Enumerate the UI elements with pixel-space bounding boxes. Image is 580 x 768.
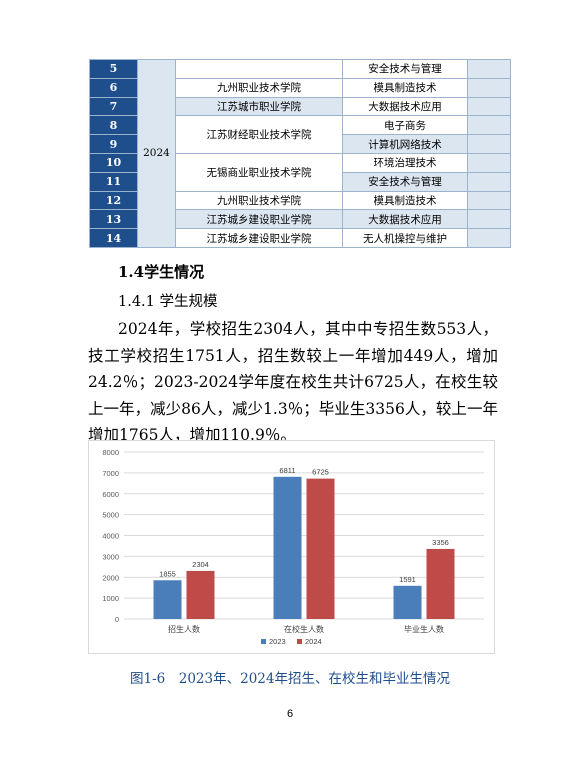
tail-cell (467, 228, 511, 248)
legend-label: 2024 (305, 637, 322, 646)
school-cell (175, 59, 343, 79)
major-cell: 安全技术与管理 (342, 171, 468, 192)
x-tick-label: 招生人数 (168, 624, 200, 634)
x-tick-label: 毕业生人数 (404, 624, 444, 634)
y-tick-label: 7000 (102, 469, 119, 478)
row-number: 13 (89, 209, 138, 230)
data-label: 2304 (192, 560, 209, 569)
school-cell: 九州职业技术学院 (175, 190, 343, 211)
y-tick-label: 1000 (102, 594, 119, 603)
data-label: 6811 (279, 466, 295, 475)
legend-swatch (297, 639, 302, 644)
tail-cell (467, 59, 511, 79)
table-row: 11 安全技术与管理 (89, 171, 511, 192)
major-cell: 安全技术与管理 (342, 59, 468, 79)
y-tick-label: 6000 (102, 490, 119, 499)
bar-2023 (273, 476, 302, 619)
major-cell: 无人机操控与维护 (342, 228, 468, 248)
table-row: 10 无锡商业职业技术学院 环境治理技术 (89, 152, 511, 192)
tail-cell (467, 190, 511, 211)
school-cell: 九州职业技术学院 (175, 77, 343, 98)
school-cell: 无锡商业职业技术学院 (175, 152, 343, 192)
figure-caption: 图1-6 2023年、2024年招生、在校生和毕业生情况 (130, 671, 450, 687)
major-cell: 电子商务 (342, 115, 468, 136)
bar-2024 (186, 570, 215, 619)
bar-2023 (393, 585, 422, 619)
legend-label: 2023 (269, 637, 286, 646)
tail-cell (467, 115, 511, 136)
y-tick-label: 2000 (102, 573, 119, 582)
subsection-heading: 1.4.1 学生规模 (118, 294, 218, 310)
major-cell: 大数据技术应用 (342, 96, 468, 117)
table-row: 7 江苏城市职业学院 大数据技术应用 (89, 96, 511, 117)
row-number: 14 (89, 228, 138, 248)
major-cell: 模具制造技术 (342, 77, 468, 98)
table-row: 13 江苏城乡建设职业学院 大数据技术应用 (89, 209, 511, 230)
page-number: 6 (286, 708, 294, 720)
y-tick-label: 4000 (102, 532, 119, 541)
data-label: 1855 (159, 569, 176, 578)
x-tick-label: 在校生人数 (284, 624, 324, 634)
bar-2023 (153, 580, 182, 619)
major-cell: 计算机网络技术 (342, 134, 468, 154)
row-number: 6 (89, 77, 138, 98)
major-cell: 模具制造技术 (342, 190, 468, 211)
tail-cell (467, 152, 511, 173)
row-number: 9 (89, 134, 138, 154)
row-number: 10 (89, 152, 138, 173)
major-cell: 大数据技术应用 (342, 209, 468, 230)
data-label: 6725 (312, 468, 329, 477)
row-number: 5 (89, 59, 138, 79)
school-cell: 江苏城市职业学院 (175, 96, 343, 117)
major-cell: 环境治理技术 (342, 152, 468, 173)
school-cell: 江苏财经职业技术学院 (175, 115, 343, 154)
table-row: 12 九州职业技术学院 模具制造技术 (89, 190, 511, 211)
y-tick-label: 5000 (102, 511, 119, 520)
school-cell: 江苏城乡建设职业学院 (175, 209, 343, 230)
chart-svg: 0 1000 2000 3000 4000 5000 6000 7000 8000 1855 230… (102, 448, 484, 646)
y-tick-label: 8000 (102, 448, 119, 457)
row-number: 8 (89, 115, 138, 136)
year-cell: 2024 (137, 59, 176, 248)
program-table: 5 2024 安全技术与管理 6 九州职业技术学院 模具制造技术 7 江苏城市职… (89, 59, 511, 248)
row-number: 12 (89, 190, 138, 211)
tail-cell (467, 134, 511, 154)
tail-cell (467, 77, 511, 98)
table-row: 14 江苏城乡建设职业学院 无人机操控与维护 (89, 228, 511, 248)
tail-cell (467, 171, 511, 192)
section-heading: 1.4学生情况 (118, 263, 205, 281)
tail-cell (467, 209, 511, 230)
body-paragraph: 2024年，学校招生2304人，其中中专招生数553人，技工学校招生1751人，… (88, 320, 498, 444)
data-label: 1591 (399, 575, 416, 584)
bar-2024 (426, 548, 455, 619)
legend-swatch (261, 639, 266, 644)
table-row: 9 计算机网络技术 (89, 134, 511, 154)
school-cell: 江苏城乡建设职业学院 (175, 228, 343, 248)
table-row: 5 2024 安全技术与管理 (89, 59, 511, 248)
y-tick-label: 0 (115, 615, 119, 624)
bar-2024 (306, 478, 335, 619)
table-row: 8 江苏财经职业技术学院 电子商务 (89, 115, 511, 154)
row-number: 7 (89, 96, 138, 117)
data-label: 3356 (432, 538, 449, 547)
bar-chart: 0 1000 2000 3000 4000 5000 6000 7000 8000 1855 230… (88, 440, 495, 654)
y-tick-label: 3000 (102, 552, 119, 561)
tail-cell (467, 96, 511, 117)
row-number: 11 (89, 171, 138, 192)
